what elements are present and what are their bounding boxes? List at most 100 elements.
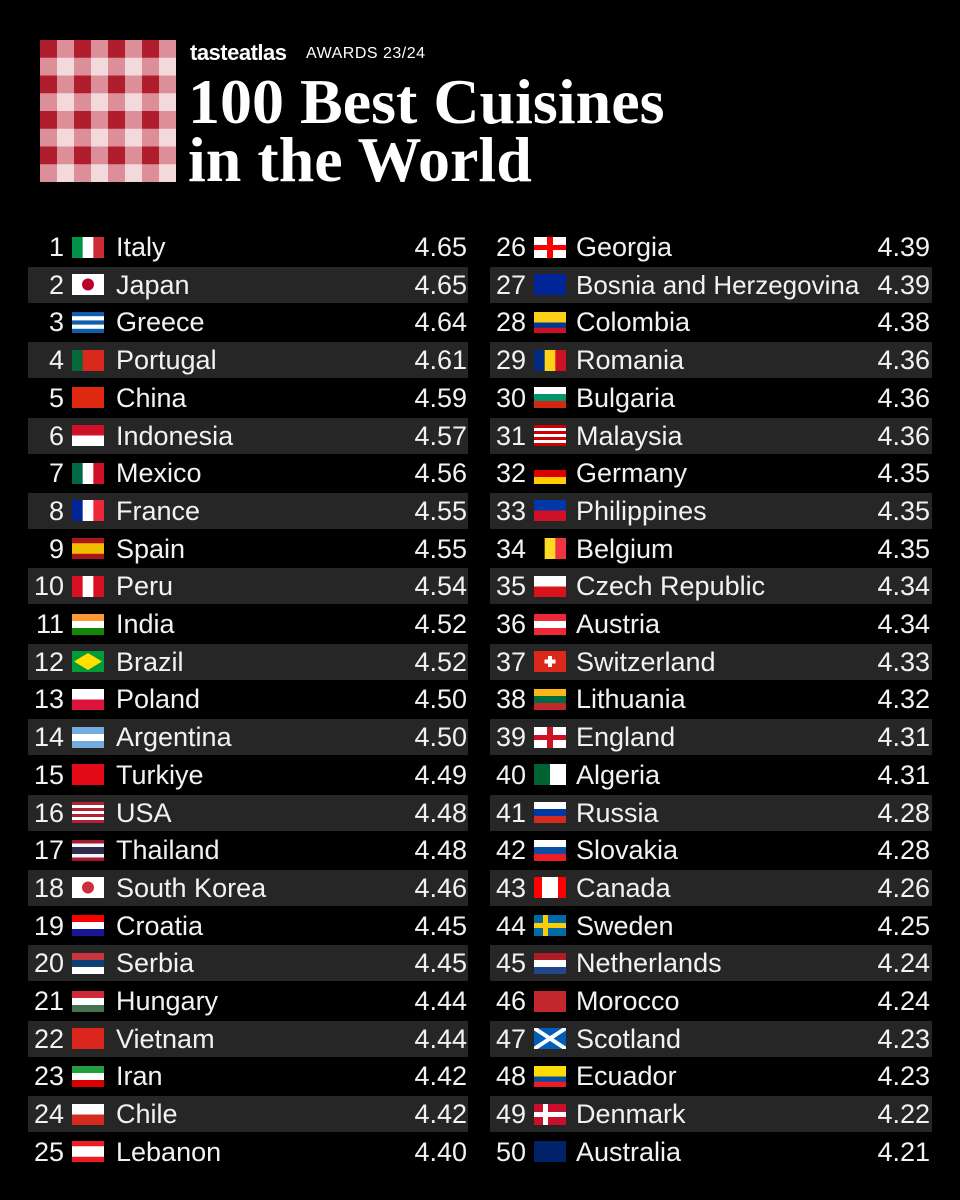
rank: 11 — [35, 609, 64, 639]
rank: 45 — [495, 948, 526, 979]
score: 4.65 — [414, 232, 467, 262]
country: England — [576, 722, 676, 753]
country: Japan — [116, 269, 190, 300]
rank: 40 — [495, 759, 526, 790]
score: 4.31 — [877, 759, 930, 790]
flag — [72, 1141, 104, 1163]
country: Croatia — [116, 910, 204, 941]
rank: 37 — [495, 646, 526, 677]
rank: 34 — [495, 533, 526, 564]
score: 4.35 — [877, 458, 930, 489]
country: Sweden — [576, 910, 674, 941]
flag — [534, 990, 566, 1012]
rank: 47 — [495, 1023, 526, 1054]
score: 4.23 — [877, 1023, 930, 1054]
flag — [72, 952, 104, 974]
country: South Korea — [116, 872, 267, 903]
flag — [72, 349, 104, 371]
flag — [534, 274, 566, 296]
score: 4.61 — [414, 345, 467, 376]
country: Lebanon — [116, 1136, 222, 1167]
score: 4.28 — [877, 835, 930, 866]
score: 4.22 — [877, 1099, 930, 1130]
country: Canada — [576, 872, 671, 903]
rank: 48 — [495, 1061, 526, 1092]
score: 4.31 — [877, 722, 930, 753]
flag — [534, 1065, 566, 1087]
rank: 17 — [33, 835, 64, 866]
score: 4.34 — [877, 609, 930, 639]
title: 100 Best Cuisines — [188, 66, 665, 137]
awards: AWARDS 23/24 — [306, 45, 426, 62]
rank: 10 — [33, 571, 64, 602]
country: Czech Republic — [576, 571, 766, 602]
flag — [534, 349, 566, 371]
score: 4.24 — [877, 948, 930, 979]
flag — [534, 500, 566, 522]
rank: 41 — [495, 797, 526, 828]
country: Malaysia — [576, 420, 683, 451]
country: Spain — [116, 533, 186, 564]
country: Algeria — [576, 759, 661, 790]
flag — [72, 1065, 104, 1087]
flag — [534, 688, 566, 710]
country: Italy — [116, 232, 166, 262]
score: 4.54 — [414, 571, 467, 602]
score: 4.33 — [877, 646, 930, 677]
flag — [72, 651, 104, 673]
rank: 16 — [33, 797, 64, 828]
country: China — [116, 382, 187, 413]
rank: 3 — [48, 307, 64, 338]
rank: 32 — [495, 458, 526, 489]
country: Denmark — [576, 1099, 686, 1130]
rank: 23 — [33, 1061, 64, 1092]
rank: 8 — [48, 495, 64, 526]
rank: 43 — [495, 872, 526, 903]
score: 4.50 — [414, 684, 467, 715]
rank: 14 — [33, 722, 64, 753]
rank: 20 — [33, 948, 64, 979]
country: Philippines — [576, 495, 707, 526]
score: 4.57 — [414, 420, 467, 451]
score: 4.50 — [414, 722, 467, 753]
flag — [72, 764, 104, 786]
country: Morocco — [576, 986, 680, 1016]
rank: 9 — [48, 533, 64, 564]
flag — [534, 877, 566, 899]
flag — [534, 462, 566, 484]
flag — [72, 311, 104, 333]
country: Thailand — [116, 835, 220, 866]
country: Turkiye — [116, 759, 204, 790]
rank: 35 — [495, 571, 526, 602]
country: Greece — [116, 307, 205, 338]
country: Russia — [576, 797, 659, 828]
score: 4.48 — [414, 797, 467, 828]
score: 4.48 — [414, 835, 467, 866]
brand: tasteatlas — [190, 40, 287, 65]
country: Germany — [576, 458, 688, 489]
flag — [534, 839, 566, 861]
flag — [534, 726, 566, 748]
rank: 25 — [33, 1136, 64, 1167]
country: Belgium — [576, 533, 674, 564]
country: Iran — [116, 1061, 163, 1092]
title: in the World — [188, 124, 532, 195]
flag — [72, 688, 104, 710]
score: 4.34 — [877, 571, 930, 602]
rank: 12 — [33, 646, 64, 677]
score: 4.36 — [877, 345, 930, 376]
country: Poland — [116, 684, 201, 715]
score: 4.44 — [414, 1023, 467, 1054]
country: Bulgaria — [576, 382, 676, 413]
country: Netherlands — [576, 948, 722, 979]
flag — [72, 500, 104, 522]
flag — [534, 613, 566, 635]
rank: 29 — [495, 345, 526, 376]
country: Ecuador — [576, 1061, 677, 1092]
flag — [72, 538, 104, 560]
flag — [72, 575, 104, 597]
rank: 49 — [495, 1099, 526, 1130]
country: Brazil — [116, 646, 184, 677]
score: 4.35 — [877, 495, 930, 526]
